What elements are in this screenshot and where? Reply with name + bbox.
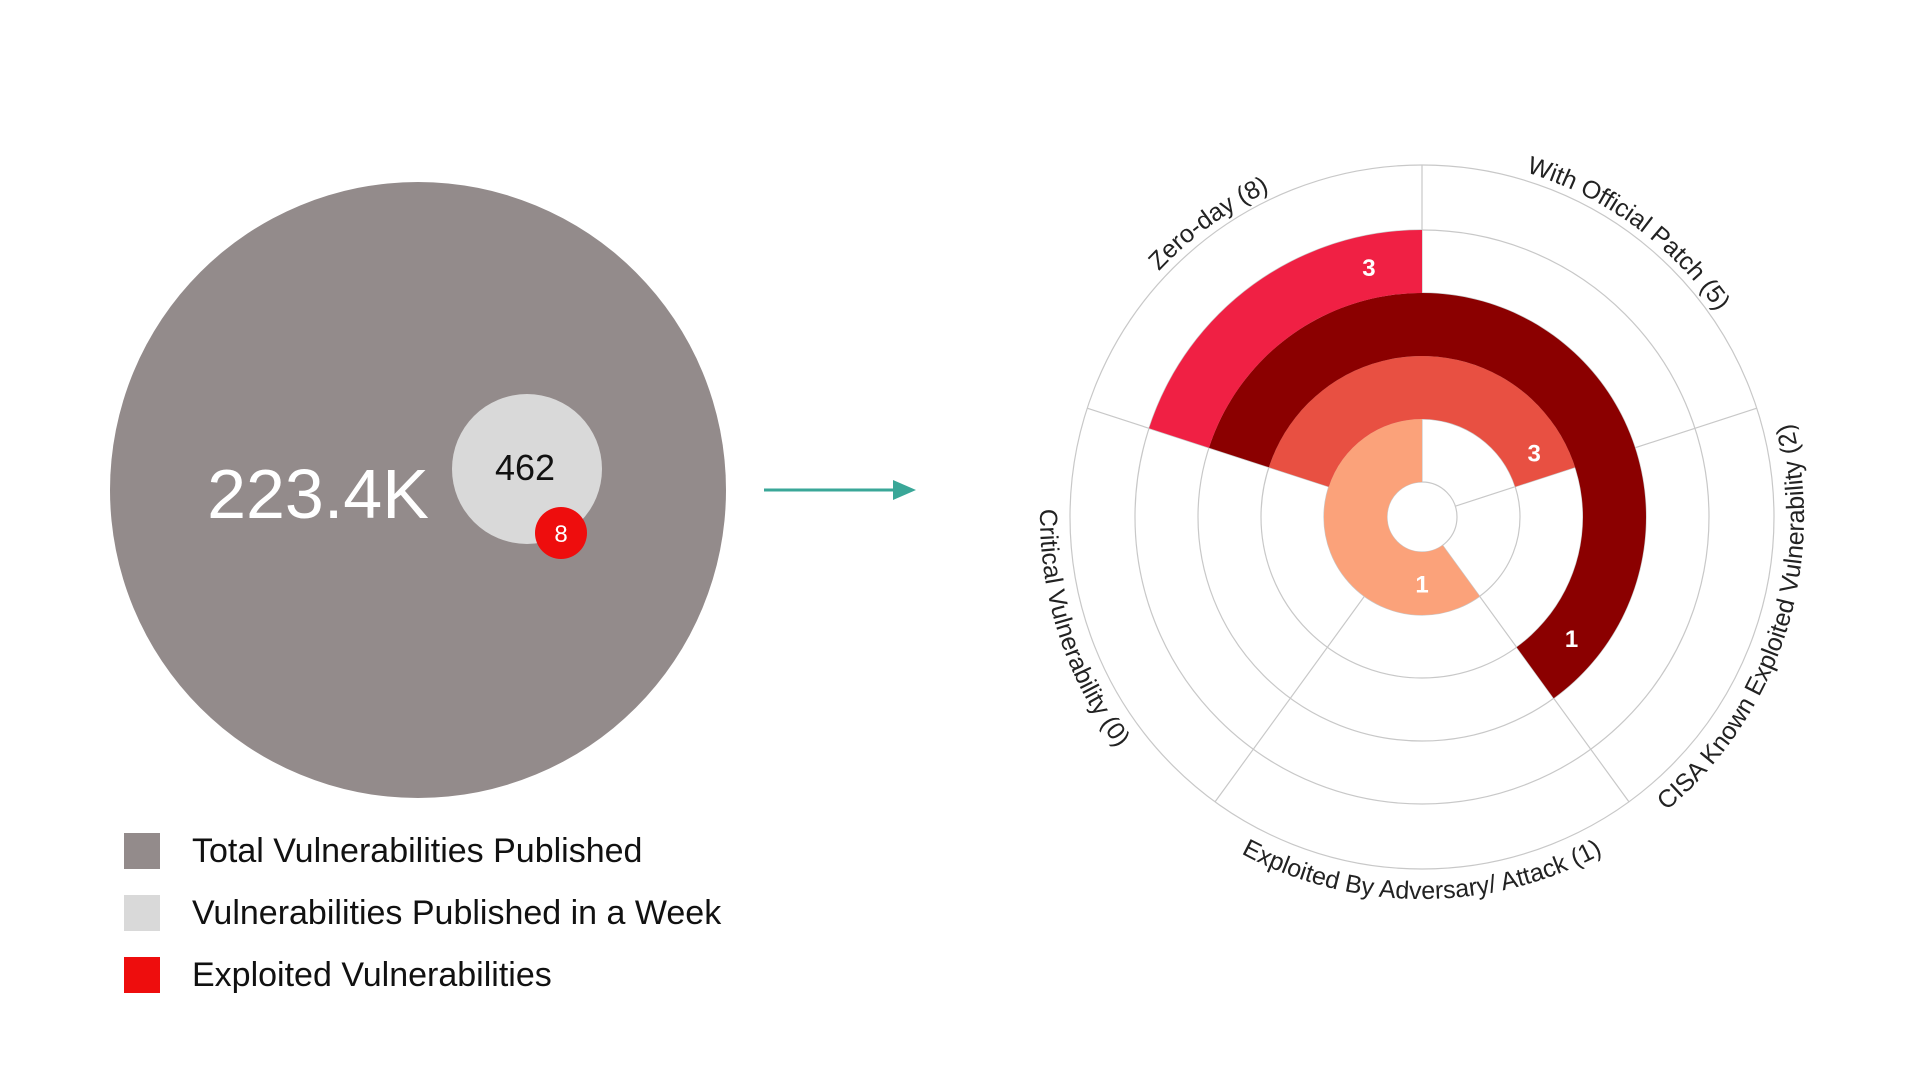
arrow-head: [893, 480, 916, 500]
ring-value-label-2: 3: [1527, 440, 1540, 467]
ring-value-labels: 1 3 1 3: [1362, 255, 1578, 653]
legend: Total Vulnerabilities Published Vulnerab…: [124, 820, 721, 1006]
total-value-label: 223.4K: [207, 455, 429, 533]
ring-value-label-1: 1: [1415, 572, 1428, 599]
week-value-label: 462: [495, 447, 555, 488]
legend-item-total: Total Vulnerabilities Published: [124, 820, 721, 882]
ring-value-label-3: 1: [1565, 626, 1578, 653]
ring-bar-2: [1268, 356, 1576, 487]
arrow: [764, 480, 916, 500]
legend-item-week: Vulnerabilities Published in a Week: [124, 882, 721, 944]
category-label-4: Critical Vulnerability (0): [1034, 509, 1136, 752]
bubble-chart: 223.4K 462 8: [110, 182, 726, 798]
exploited-circle: [535, 507, 587, 559]
category-label-5: Zero-day (8): [1143, 171, 1272, 275]
ring-bar-4: [1149, 230, 1422, 448]
exploited-value-label: 8: [554, 521, 567, 548]
legend-swatch-exploited: [124, 957, 160, 993]
legend-label-total: Total Vulnerabilities Published: [192, 831, 643, 870]
grid-ring: [1386, 481, 1458, 553]
radial-rings: [1149, 230, 1647, 699]
category-label-2: CISA Known Exploited Vulnerability (2): [1652, 421, 1810, 815]
ring-bar-3: [1208, 293, 1647, 699]
grid-spoke: [1442, 544, 1630, 803]
legend-swatch-total: [124, 833, 160, 869]
legend-swatch-week: [124, 895, 160, 931]
legend-label-exploited: Exploited Vulnerabilities: [192, 955, 552, 994]
legend-label-week: Vulnerabilities Published in a Week: [192, 893, 722, 932]
ring-bar-1: [1323, 419, 1480, 615]
week-circle: [452, 394, 602, 544]
radial-chart: With Official Patch (5)CISA Known Exploi…: [1034, 151, 1810, 905]
legend-item-exploited: Exploited Vulnerabilities: [124, 944, 721, 1006]
ring-value-label-4: 3: [1362, 255, 1375, 282]
total-circle: [110, 182, 726, 798]
